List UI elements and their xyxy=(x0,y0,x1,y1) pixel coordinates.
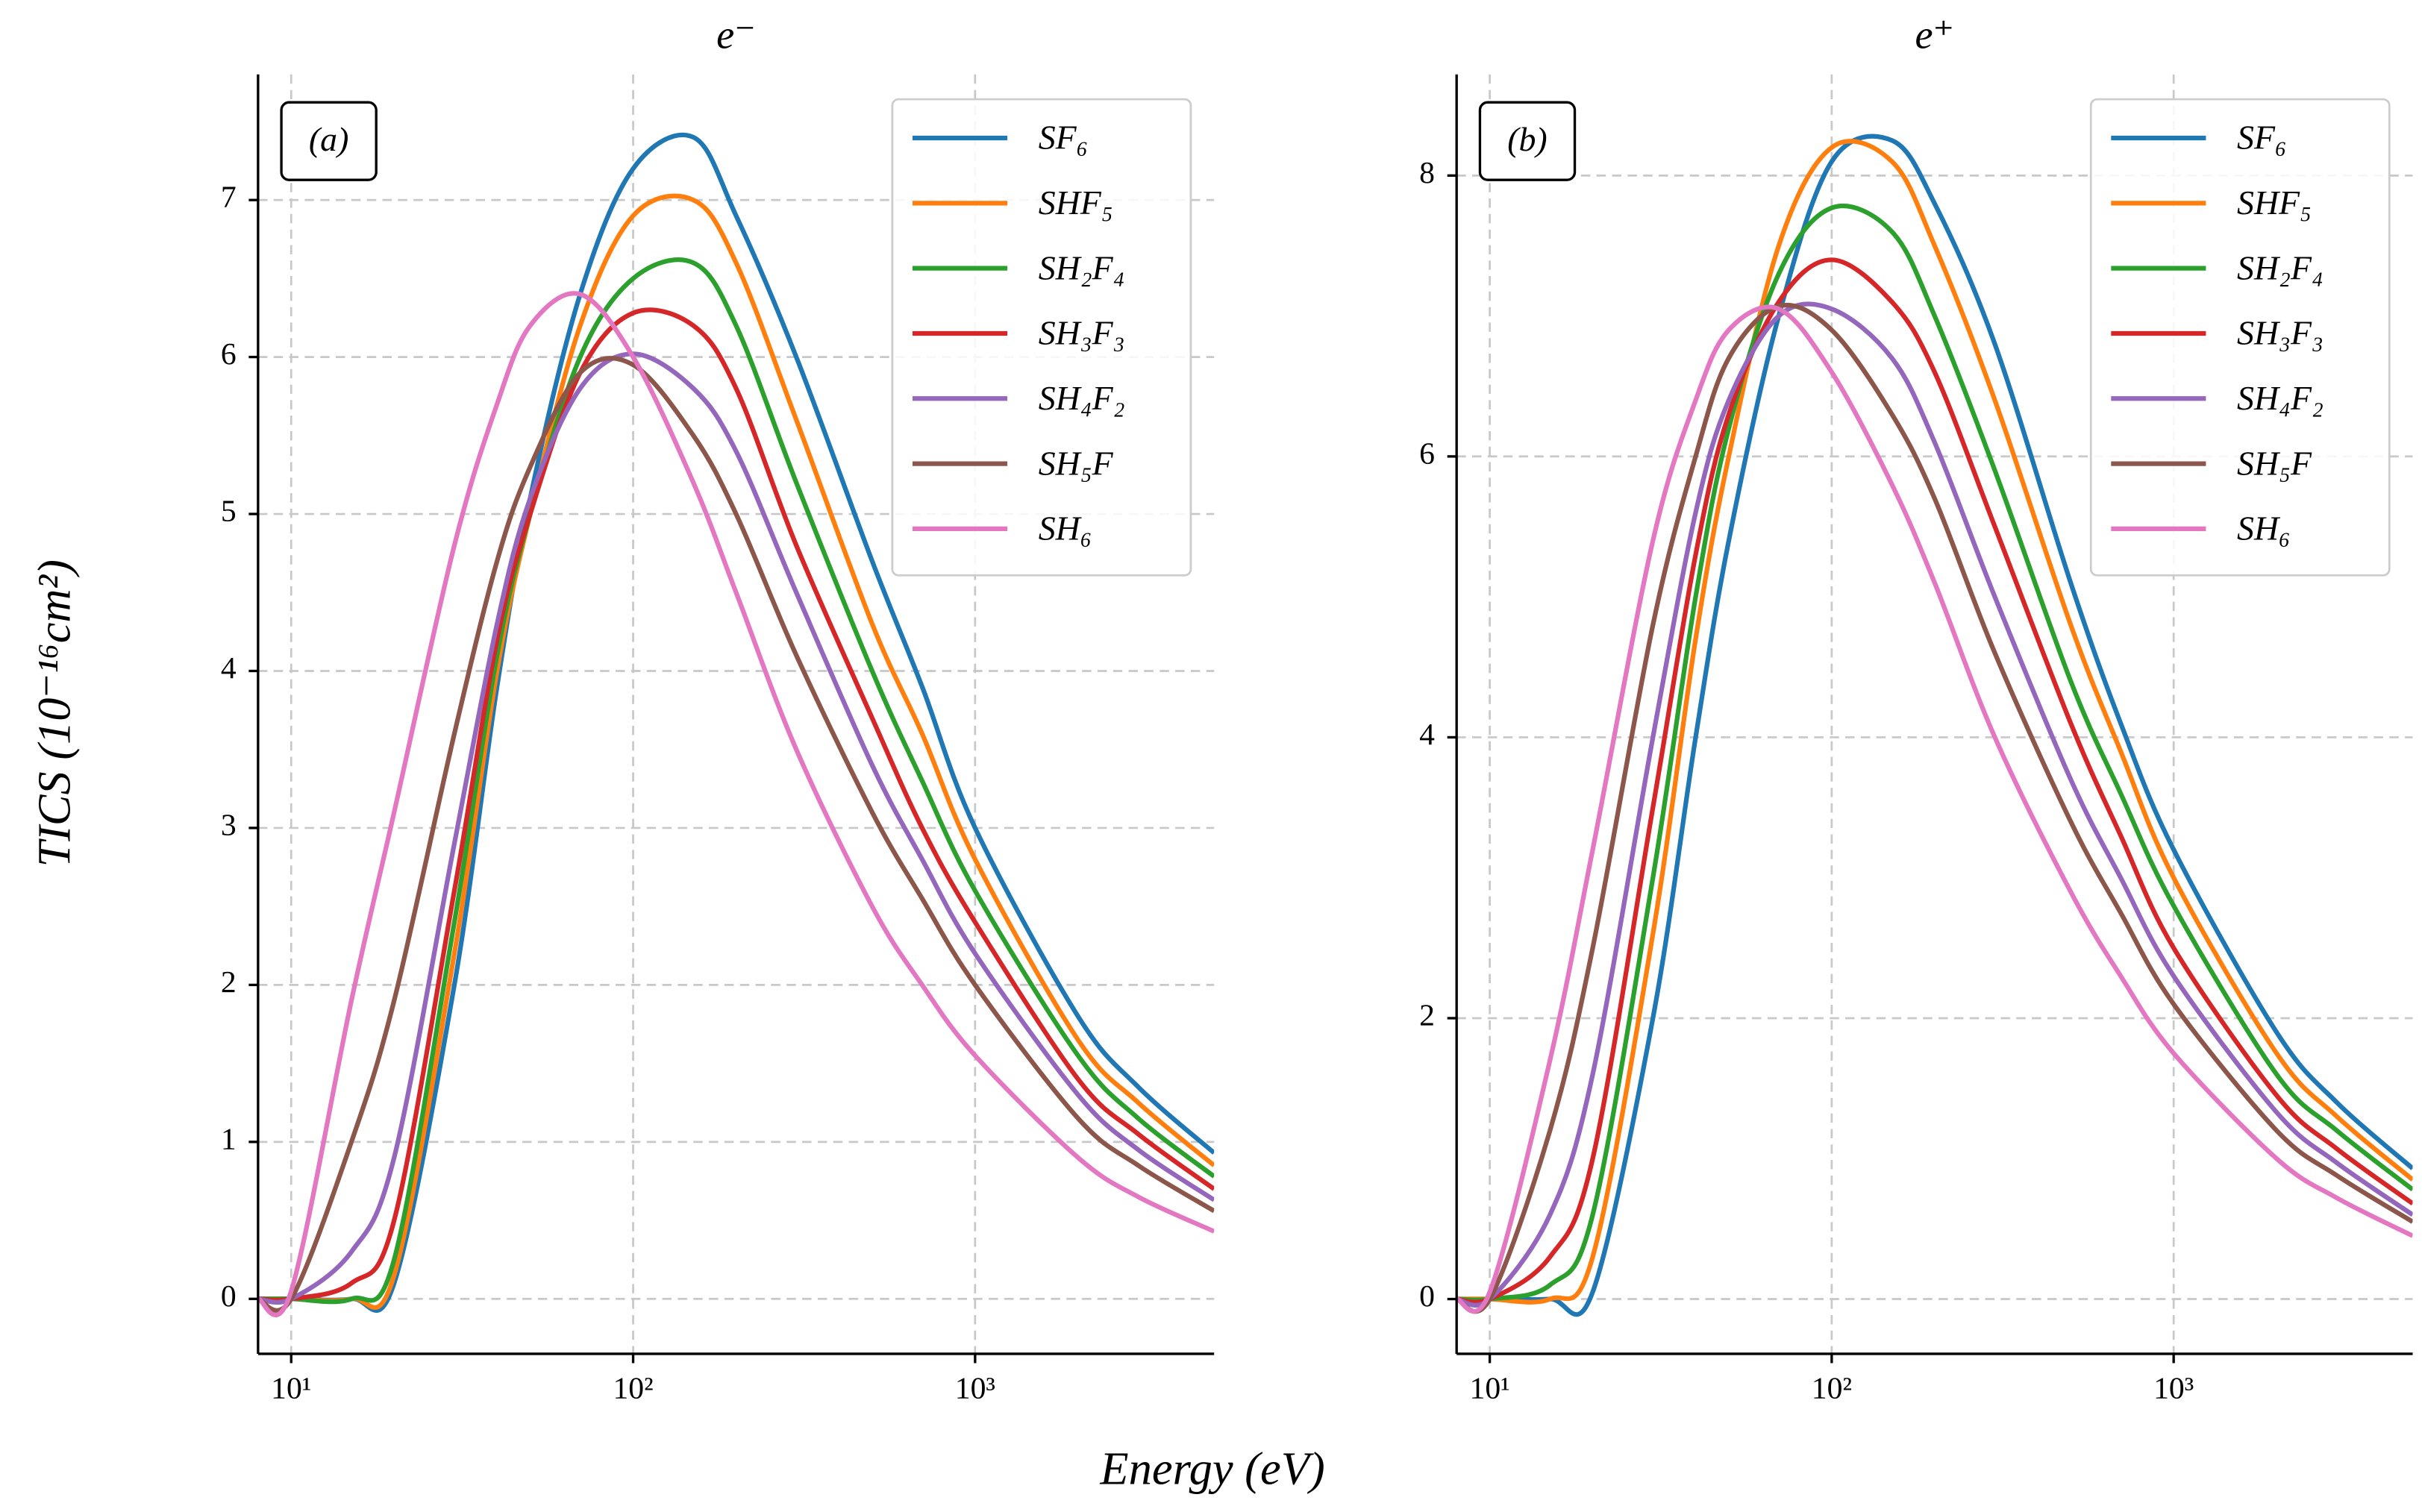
legend-label: SH₃F₃ xyxy=(2237,314,2324,352)
legend-label: SH₂F₄ xyxy=(2237,248,2324,286)
y-tick-label: 5 xyxy=(221,495,237,529)
panel-label: (a) xyxy=(309,120,348,158)
x-axis-label: Energy (eV) xyxy=(1099,1442,1324,1494)
y-tick-label: 3 xyxy=(221,809,237,843)
y-axis-label: TICS (10⁻¹⁶cm²) xyxy=(28,559,80,867)
y-tick-label: 4 xyxy=(1419,718,1435,752)
legend-label: SHF₅ xyxy=(2237,183,2312,222)
series-line xyxy=(1456,203,2413,1303)
legend-label: SHF₅ xyxy=(1039,183,1113,222)
panel-label-box xyxy=(1478,101,1577,181)
legend-label: SH₄F₂ xyxy=(2237,379,2324,417)
series-line xyxy=(1456,302,2413,1314)
x-tick-label: 10² xyxy=(1812,1371,1852,1405)
legend-label: SH₃F₃ xyxy=(1039,314,1125,352)
series-line xyxy=(1456,139,2413,1305)
legend-label: SH₂F₄ xyxy=(1039,248,1125,286)
legend-box xyxy=(891,98,1192,577)
series-line xyxy=(1456,134,2413,1317)
chart-title: e⁻ xyxy=(716,12,756,57)
y-tick-label: 2 xyxy=(221,965,237,1000)
x-tick-label: 10² xyxy=(613,1371,653,1405)
series-line xyxy=(257,307,1215,1302)
legend-label: SH₅F xyxy=(1039,444,1114,482)
series-line xyxy=(257,351,1215,1305)
legend-label: SF₆ xyxy=(1039,119,1089,157)
legend-label: SH₆ xyxy=(1039,509,1092,548)
series-line xyxy=(257,291,1215,1317)
series-line xyxy=(1456,304,2413,1314)
legend-label: SH₆ xyxy=(2237,509,2291,548)
legend-box xyxy=(2089,98,2391,577)
y-tick-label: 6 xyxy=(221,337,237,371)
legend-label: SF₆ xyxy=(2237,119,2287,157)
x-tick-label: 10¹ xyxy=(1470,1371,1510,1405)
legend-label: SH₄F₂ xyxy=(1039,379,1125,417)
y-tick-label: 4 xyxy=(221,651,237,686)
series-line xyxy=(257,193,1215,1310)
x-tick-label: 10³ xyxy=(955,1371,995,1405)
series-line xyxy=(257,257,1215,1305)
y-tick-label: 0 xyxy=(1419,1279,1435,1314)
series-line xyxy=(1456,301,2413,1308)
panel-label: (b) xyxy=(1507,120,1547,158)
panel-label-box xyxy=(280,101,378,181)
x-tick-label: 10¹ xyxy=(271,1371,311,1405)
series-line xyxy=(1456,257,2413,1305)
y-tick-label: 2 xyxy=(1419,999,1435,1033)
chart-title: e⁺ xyxy=(1915,12,1955,57)
legend-label: SH₅F xyxy=(2237,444,2312,482)
y-tick-label: 6 xyxy=(1419,436,1435,471)
y-tick-label: 7 xyxy=(221,181,237,215)
y-tick-label: 0 xyxy=(221,1279,237,1314)
y-tick-label: 1 xyxy=(221,1122,237,1156)
series-line xyxy=(257,132,1215,1313)
x-tick-label: 10³ xyxy=(2153,1371,2194,1405)
y-tick-label: 8 xyxy=(1419,156,1435,190)
